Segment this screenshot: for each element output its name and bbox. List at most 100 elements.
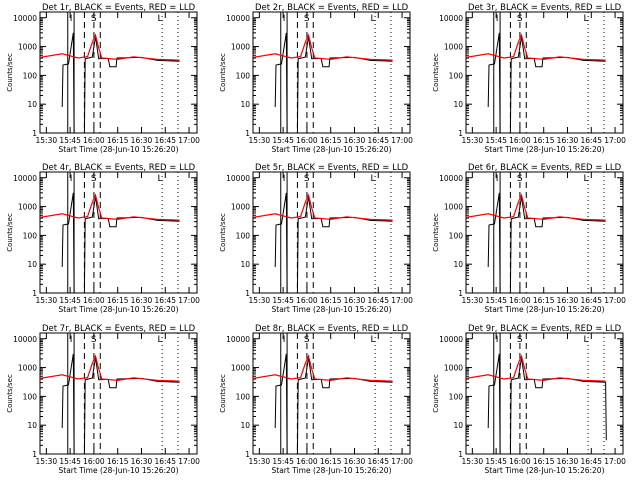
x-tick-label: 16:15	[533, 136, 555, 145]
x-tick-label: 16:00	[509, 136, 531, 145]
x-axis-label: Start Time (28-Jun-10 15:26:20)	[272, 305, 392, 314]
y-tick-label: 10000	[13, 14, 37, 23]
series-group	[40, 192, 180, 293]
x-tick-label: 15:30	[249, 457, 271, 466]
x-tick-label: 17:00	[178, 136, 200, 145]
plot-frame	[465, 171, 624, 294]
x-tick-label: 17:00	[391, 457, 413, 466]
x-tick-label: 15:30	[36, 136, 58, 145]
y-tick-label: 1	[245, 129, 250, 138]
y-tick-label: 100	[236, 71, 251, 80]
y-tick-label: 10000	[439, 174, 463, 183]
x-tick-label: 15:30	[462, 457, 484, 466]
panel-det-9: Det 9r, BLACK = Events, RED = LLD 1 10 100 1…	[432, 324, 626, 475]
top-marker-label: L	[158, 14, 163, 24]
top-marker-label: S	[304, 335, 310, 345]
x-tick-label: 16:30	[131, 136, 153, 145]
top-marker-label: L	[584, 335, 589, 345]
x-tick-label: 17:00	[391, 136, 413, 145]
series-group	[466, 353, 607, 454]
top-marker-label: I	[496, 174, 499, 184]
x-tick-label: 16:15	[320, 457, 342, 466]
panel-det-5: Det 5r, BLACK = Events, RED = LLD 1 10 100 1…	[219, 163, 413, 314]
y-tick-label: 10000	[226, 335, 250, 344]
top-marker-label: L	[158, 174, 163, 184]
x-tick-label: 15:45	[485, 457, 507, 466]
top-marker-label: S	[91, 174, 97, 184]
y-tick-label: 1	[245, 289, 250, 298]
x-tick-label: 16:30	[557, 457, 579, 466]
x-tick-label: 15:45	[485, 296, 507, 305]
y-tick-label: 10	[453, 100, 463, 109]
x-tick-label: 16:00	[296, 296, 318, 305]
y-tick-label: 1000	[444, 364, 463, 373]
x-tick-label: 16:45	[367, 296, 389, 305]
y-tick-label: 100	[23, 71, 38, 80]
series-line-lld	[253, 33, 393, 61]
y-tick-label: 1	[245, 450, 250, 459]
top-marker-label: S	[91, 335, 97, 345]
x-tick-label: 15:30	[462, 136, 484, 145]
y-tick-label: 1000	[18, 364, 37, 373]
x-tick-label: 15:30	[462, 296, 484, 305]
series-line-events	[487, 192, 606, 293]
series-line-lld	[40, 354, 180, 382]
x-tick-label: 15:45	[272, 457, 294, 466]
x-tick-label: 16:45	[154, 296, 176, 305]
x-tick-label: 16:30	[344, 136, 366, 145]
y-axis-label: Counts/sec	[6, 53, 14, 92]
series-line-events	[61, 32, 180, 133]
y-tick-label: 10	[27, 100, 37, 109]
top-marker-label: I	[496, 335, 499, 345]
y-axis-label: Counts/sec	[432, 213, 440, 252]
y-tick-label: 100	[449, 231, 464, 240]
top-marker-label: S	[517, 14, 523, 24]
x-tick-label: 16:15	[533, 296, 555, 305]
top-marker-label: L	[371, 335, 376, 345]
plot-frame	[252, 11, 411, 134]
x-tick-label: 15:45	[485, 136, 507, 145]
y-axis-label: Counts/sec	[6, 374, 14, 413]
panel-title: Det 9r, BLACK = Events, RED = LLD	[468, 324, 622, 334]
panel-det-1: Det 1r, BLACK = Events, RED = LLD 1 10 100 1…	[6, 3, 200, 154]
y-tick-label: 1	[32, 129, 37, 138]
panel-title: Det 3r, BLACK = Events, RED = LLD	[468, 3, 622, 13]
top-marker-label: I	[283, 174, 286, 184]
series-line-lld	[466, 193, 606, 221]
x-tick-label: 16:30	[344, 457, 366, 466]
x-tick-label: 16:00	[83, 296, 105, 305]
y-tick-label: 10000	[13, 174, 37, 183]
y-tick-label: 1	[32, 289, 37, 298]
x-tick-label: 15:45	[272, 296, 294, 305]
plot-frame	[39, 332, 198, 455]
y-axis-label: Counts/sec	[432, 374, 440, 413]
panel-title: Det 6r, BLACK = Events, RED = LLD	[468, 163, 622, 173]
plot-frame	[465, 11, 624, 134]
x-tick-label: 16:00	[296, 457, 318, 466]
plot-frame	[252, 171, 411, 294]
top-marker-label: L	[371, 174, 376, 184]
y-tick-label: 10	[453, 260, 463, 269]
x-tick-label: 16:30	[131, 296, 153, 305]
panel-title: Det 5r, BLACK = Events, RED = LLD	[255, 163, 409, 173]
top-marker-label: S	[517, 335, 523, 345]
top-marker-label: I	[70, 174, 73, 184]
x-tick-label: 15:45	[272, 136, 294, 145]
y-tick-label: 100	[23, 392, 38, 401]
x-tick-label: 15:45	[59, 296, 81, 305]
x-tick-label: 15:30	[249, 136, 271, 145]
plot-frame	[39, 171, 198, 294]
y-tick-label: 1000	[444, 43, 463, 52]
y-tick-label: 100	[449, 392, 464, 401]
x-tick-label: 16:45	[580, 296, 602, 305]
x-tick-label: 16:15	[533, 457, 555, 466]
x-tick-label: 16:45	[580, 457, 602, 466]
panel-title: Det 1r, BLACK = Events, RED = LLD	[42, 3, 196, 13]
top-marker-label: S	[517, 174, 523, 184]
series-line-events	[274, 32, 393, 133]
y-axis-label: Counts/sec	[219, 53, 227, 92]
x-tick-label: 16:15	[320, 296, 342, 305]
y-tick-label: 1000	[18, 43, 37, 52]
panel-det-4: Det 4r, BLACK = Events, RED = LLD 1 10 100 1…	[6, 163, 200, 314]
top-marker-label: S	[304, 14, 310, 24]
